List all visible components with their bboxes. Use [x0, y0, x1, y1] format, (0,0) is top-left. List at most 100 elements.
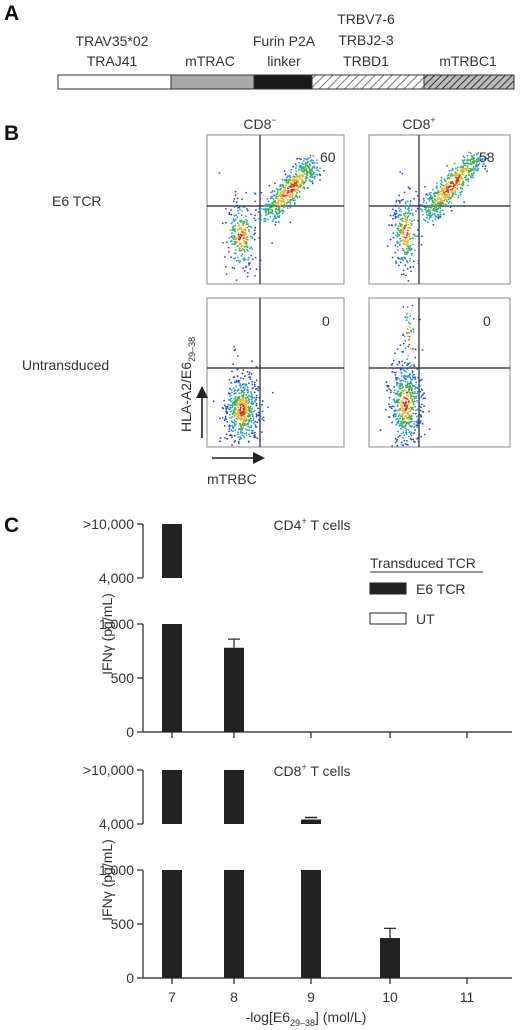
- cytometry-event: [427, 194, 429, 197]
- cytometry-event: [414, 388, 416, 390]
- cytometry-event: [315, 173, 317, 176]
- cytometry-event: [420, 388, 423, 390]
- quad-value: 0: [483, 313, 491, 329]
- cytometry-event: [255, 365, 258, 368]
- cytometry-event: [302, 160, 305, 162]
- cytometry-event: [231, 232, 233, 235]
- cytometry-event: [389, 214, 392, 217]
- cytometry-event: [258, 418, 260, 421]
- cytometry-event: [232, 218, 235, 220]
- cytometry-event: [246, 391, 249, 394]
- cytometry-event: [419, 379, 421, 382]
- cytometry-event: [424, 185, 426, 188]
- cytometry-event: [234, 218, 237, 221]
- cytometry-event: [242, 403, 245, 405]
- cytometry-event: [245, 432, 248, 434]
- cytometry-event: [275, 197, 277, 200]
- cytometry-event: [466, 154, 469, 157]
- cytometry-event: [298, 157, 301, 160]
- cytometry-event: [400, 225, 403, 228]
- cytometry-event: [406, 313, 408, 315]
- cytometry-event: [400, 401, 403, 404]
- y-tick-label: >10,000: [83, 762, 134, 778]
- cytometry-event: [295, 184, 298, 187]
- cytometry-event: [402, 249, 405, 252]
- cytometry-event: [249, 378, 252, 380]
- cytometry-event: [406, 428, 408, 431]
- cytometry-event: [470, 163, 472, 166]
- cytometry-event: [451, 193, 454, 195]
- cytometry-event: [274, 224, 277, 226]
- cytometry-event: [254, 193, 257, 195]
- cytometry-event: [252, 258, 254, 261]
- cytometry-event: [410, 431, 412, 433]
- y-axis-label: IFNγ (pg/mL): [99, 593, 115, 675]
- cytometry-event: [250, 398, 253, 401]
- cytometry-event: [400, 232, 403, 235]
- cytometry-event: [416, 207, 419, 210]
- cytometry-event: [245, 191, 248, 194]
- cytometry-event: [434, 200, 437, 202]
- cytometry-event: [411, 375, 414, 377]
- cytometry-event: [405, 319, 408, 321]
- cytometry-event: [456, 177, 459, 179]
- cytometry-event: [244, 205, 246, 208]
- cytometry-event: [306, 171, 309, 173]
- cytometry-event: [244, 251, 246, 253]
- cytometry-event: [233, 235, 236, 238]
- trav-label-1: TRAV35*02: [76, 33, 149, 49]
- cytometry-event: [399, 229, 402, 231]
- cytometry-event: [225, 241, 228, 244]
- cytometry-event: [225, 265, 227, 268]
- cytometry-event: [235, 201, 238, 204]
- cytometry-event: [234, 257, 237, 260]
- cytometry-event: [399, 218, 402, 221]
- cytometry-event: [299, 185, 302, 188]
- cytometry-event: [458, 183, 460, 186]
- cytometry-event: [246, 236, 249, 238]
- cytometry-event: [409, 366, 411, 368]
- cytometry-event: [475, 164, 478, 167]
- cytometry-event: [419, 420, 422, 422]
- cytometry-event: [413, 432, 416, 434]
- cytometry-event: [289, 177, 292, 179]
- cytometry-event: [410, 408, 413, 410]
- cytometry-event: [275, 202, 278, 205]
- cytometry-event: [416, 422, 419, 424]
- cytometry-event: [294, 163, 297, 165]
- legend-swatch-e6: [369, 582, 407, 595]
- cytometry-event: [264, 220, 267, 223]
- cytometry-event: [243, 437, 246, 439]
- cytometry-event: [431, 213, 434, 216]
- cytometry-event: [406, 200, 409, 203]
- cytometry-event: [409, 401, 412, 404]
- cytometry-event: [407, 223, 410, 226]
- cytometry-event: [406, 358, 408, 360]
- cytometry-event: [402, 247, 404, 250]
- cytometry-event: [404, 442, 407, 445]
- cytometry-event: [260, 214, 262, 217]
- cytometry-event: [436, 187, 439, 189]
- cytometry-event: [230, 391, 233, 394]
- cytometry-event: [431, 197, 434, 200]
- cytometry-event: [247, 405, 250, 408]
- cytometry-event: [408, 205, 411, 208]
- cytometry-event: [413, 426, 416, 429]
- cytometry-event: [424, 397, 426, 399]
- cytometry-event: [428, 428, 431, 431]
- cytometry-event: [459, 191, 461, 194]
- cytometry-event: [281, 178, 284, 181]
- bar: [301, 870, 321, 978]
- cytometry-event: [395, 234, 397, 236]
- cytometry-event: [413, 219, 416, 222]
- cytometry-event: [445, 185, 448, 188]
- cytometry-event: [396, 348, 399, 350]
- cytometry-event: [402, 334, 404, 337]
- cytometry-event: [243, 432, 246, 435]
- cytometry-event: [279, 189, 282, 192]
- cytometry-event: [456, 169, 459, 172]
- cytometry-event: [252, 387, 255, 389]
- cytometry-event: [413, 403, 415, 406]
- cytometry-event: [245, 418, 248, 421]
